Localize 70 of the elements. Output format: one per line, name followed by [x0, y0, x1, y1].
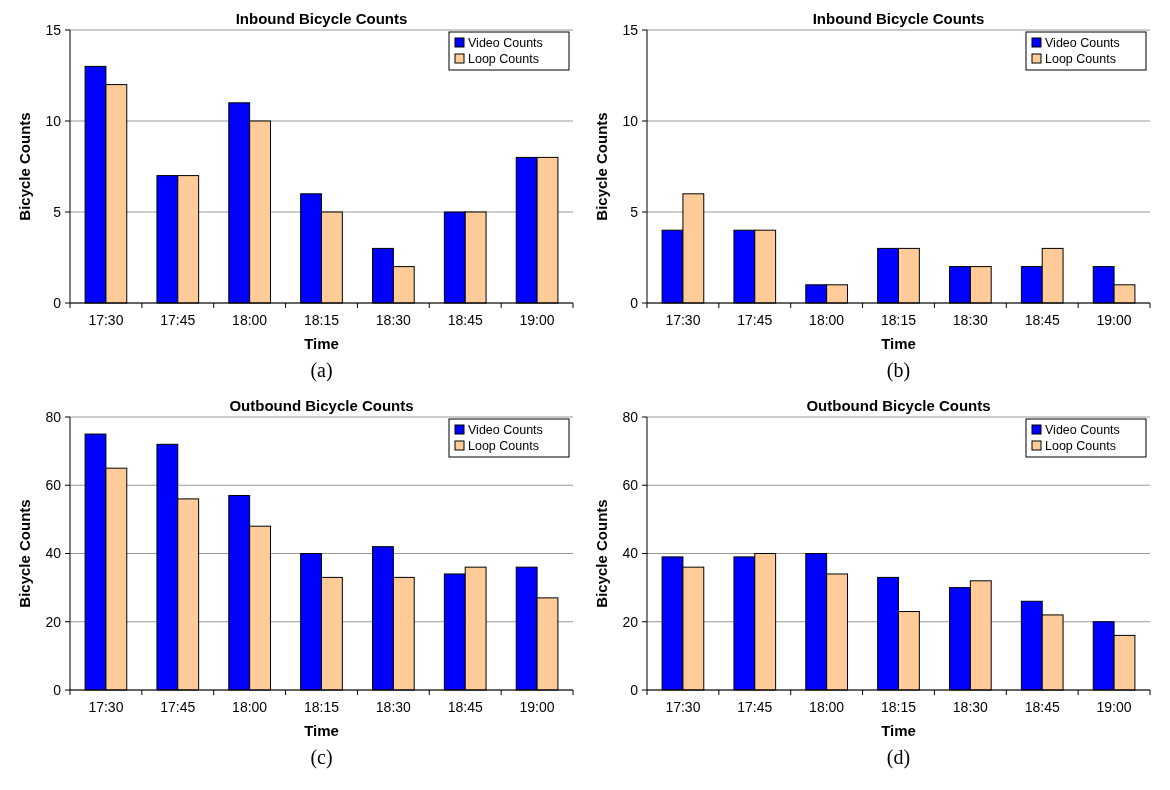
text: (a)	[310, 359, 333, 382]
legend-label: Loop Counts	[468, 439, 539, 453]
legend-label: Video Counts	[468, 36, 543, 50]
x-tick-label: 17:45	[737, 699, 773, 715]
y-tick-label: 40	[45, 545, 62, 562]
x-tick-label: 19:00	[1096, 312, 1132, 328]
x-tick-label: 17:45	[737, 312, 773, 328]
y-tick-label: 10	[622, 112, 639, 129]
y-tick-label: 20	[622, 613, 639, 630]
legend-label: Loop Counts	[1045, 439, 1116, 453]
x-tick-label: 18:00	[232, 699, 268, 715]
x-tick-label: 18:45	[1024, 699, 1060, 715]
y-tick-label: 60	[45, 477, 62, 494]
y-axis-title: Bicycle Counts	[593, 499, 610, 608]
x-axis-title: Time	[304, 722, 339, 739]
y-tick-label: 5	[630, 203, 639, 220]
x-axis-title: Time	[881, 335, 916, 352]
x-tick-label: 18:15	[880, 699, 917, 715]
y-tick-label: 0	[53, 681, 62, 698]
x-tick-label: 17:30	[88, 699, 124, 715]
y-tick-label: 0	[53, 294, 62, 311]
x-tick-label: 18:15	[303, 699, 340, 715]
y-axis-title: Bicycle Counts	[593, 112, 610, 221]
y-tick-label: 0	[630, 294, 639, 311]
x-axis-title: Time	[304, 335, 339, 352]
x-tick-label: 18:15	[880, 312, 917, 328]
legend-label: Video Counts	[1045, 36, 1120, 50]
x-tick-label: 18:00	[232, 312, 268, 328]
x-tick-label: 18:45	[447, 699, 483, 715]
x-tick-label: 18:30	[952, 312, 989, 328]
x-tick-label: 18:00	[809, 312, 845, 328]
y-tick-label: 60	[622, 477, 639, 494]
x-tick-label: 19:00	[519, 312, 555, 328]
y-tick-label: 80	[45, 408, 62, 425]
x-tick-label: 17:30	[665, 312, 701, 328]
y-tick-label: 15	[45, 21, 62, 38]
legend-label: Video Counts	[1045, 423, 1120, 437]
y-tick-label: 15	[622, 21, 639, 38]
text: (c)	[310, 746, 333, 769]
y-tick-label: 20	[45, 613, 62, 630]
x-tick-label: 17:30	[665, 699, 701, 715]
chart-title: Outbound Bicycle Counts	[806, 397, 991, 414]
x-tick-label: 18:00	[809, 699, 845, 715]
chart-title: Outbound Bicycle Counts	[229, 397, 414, 414]
x-axis-title: Time	[881, 722, 916, 739]
y-axis-title: Bicycle Counts	[16, 499, 33, 608]
x-tick-label: 17:30	[88, 312, 124, 328]
y-tick-label: 40	[622, 545, 639, 562]
x-tick-label: 18:30	[375, 699, 412, 715]
x-tick-label: 18:30	[375, 312, 412, 328]
text: (d)	[886, 746, 911, 769]
chart-title: Inbound Bicycle Counts	[812, 10, 985, 27]
y-tick-label: 10	[45, 112, 62, 129]
y-tick-label: 5	[53, 203, 62, 220]
y-tick-label: 80	[622, 408, 639, 425]
legend-label: Loop Counts	[1045, 52, 1116, 66]
legend-label: Video Counts	[468, 423, 543, 437]
x-tick-label: 18:15	[303, 312, 340, 328]
chart-title: Inbound Bicycle Counts	[235, 10, 408, 27]
x-tick-label: 18:45	[447, 312, 483, 328]
x-tick-label: 18:45	[1024, 312, 1060, 328]
x-tick-label: 19:00	[1096, 699, 1132, 715]
text: (b)	[886, 359, 911, 382]
legend-label: Loop Counts	[468, 52, 539, 66]
y-tick-label: 0	[630, 681, 639, 698]
x-tick-label: 18:30	[952, 699, 989, 715]
x-tick-label: 19:00	[519, 699, 555, 715]
x-tick-label: 17:45	[160, 312, 196, 328]
y-axis-title: Bicycle Counts	[16, 112, 33, 221]
x-tick-label: 17:45	[160, 699, 196, 715]
